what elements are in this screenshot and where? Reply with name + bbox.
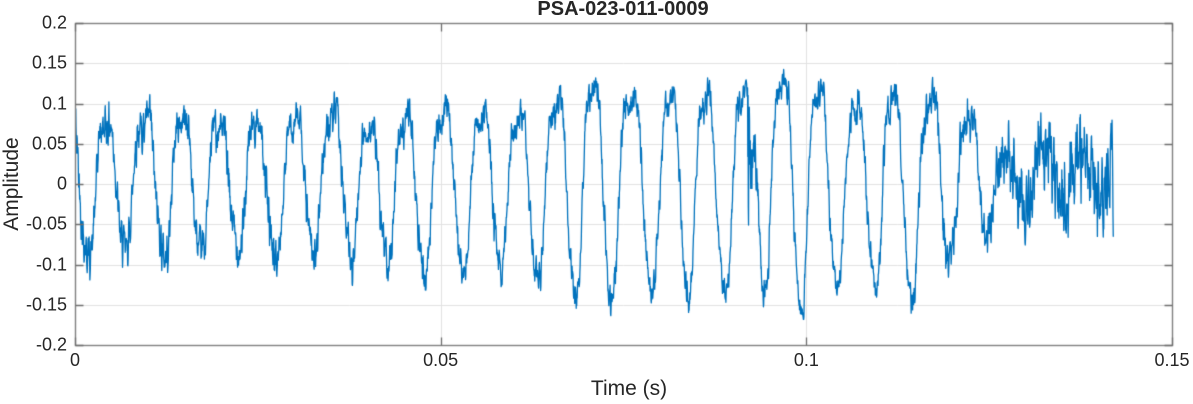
y-axis-label: Amplitude <box>0 137 23 231</box>
plot-title: PSA-023-011-0009 <box>537 0 709 20</box>
x-axis-label: Time (s) <box>590 377 668 400</box>
